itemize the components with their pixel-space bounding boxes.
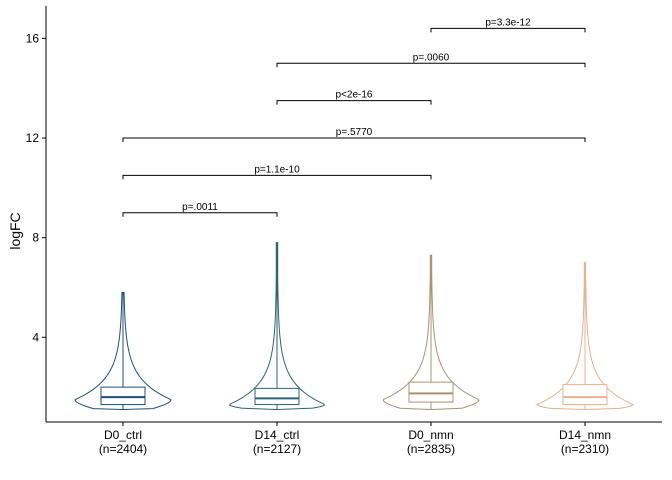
- y-tick-label: 12: [26, 131, 40, 145]
- box-D0_nmn: [408, 381, 454, 403]
- y-axis-label: logFC: [7, 212, 23, 249]
- p-value-label: p=3.3e-12: [485, 17, 531, 28]
- x-tick-label: D14_nmn: [559, 428, 611, 442]
- p-value-label: p=.5770: [336, 127, 373, 138]
- x-tick-label: D14_ctrl: [255, 428, 300, 442]
- significance-brackets: p=.0011 p=1.1e-10 p=.5770 p<2e-16 p=.0060 p=3…: [122, 17, 586, 217]
- significance-bracket: [122, 212, 278, 217]
- violins: [74, 242, 634, 411]
- significance-bracket: [122, 137, 586, 143]
- axes: 4 8 12 16 D0_ctrl(n=2404) D14_ctrl(n=2127) D0_…: [26, 6, 662, 456]
- x-tick-count: (n=2835): [407, 442, 455, 456]
- significance-bracket: [122, 174, 432, 180]
- p-value-label: p=.0060: [413, 52, 450, 63]
- box-D14_nmn: [562, 384, 608, 406]
- p-value-label: p=.0011: [182, 202, 218, 213]
- box-D0_ctrl: [100, 386, 146, 406]
- x-tick-label: D0_nmn: [408, 428, 453, 442]
- significance-bracket: [276, 62, 586, 68]
- y-tick-label: 16: [26, 31, 40, 45]
- p-value-label: p<2e-16: [336, 90, 373, 101]
- x-tick-count: (n=2404): [99, 442, 147, 456]
- y-tick-label: 8: [32, 231, 39, 245]
- significance-bracket: [276, 100, 432, 105]
- x-tick-count: (n=2127): [253, 442, 301, 456]
- y-tick-label: 4: [32, 330, 39, 344]
- x-tick-label: D0_ctrl: [104, 428, 142, 442]
- box-D14_ctrl: [254, 387, 300, 406]
- x-tick-count: (n=2310): [561, 442, 609, 456]
- p-value-label: p=1.1e-10: [254, 164, 300, 175]
- significance-bracket: [430, 27, 586, 33]
